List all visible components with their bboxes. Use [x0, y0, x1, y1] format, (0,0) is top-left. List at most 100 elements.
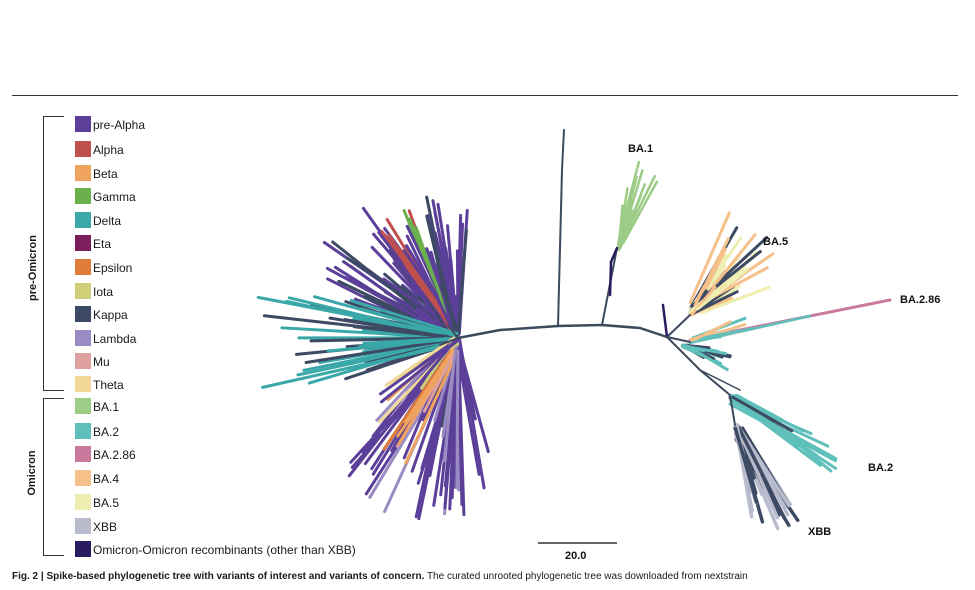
tree-branch	[617, 174, 657, 252]
tree-branch	[693, 237, 730, 307]
tree-branch	[737, 426, 787, 520]
legend-label: pre-Alpha	[93, 118, 146, 132]
legend-label: BA.4	[93, 472, 120, 486]
tree-branch	[342, 260, 447, 334]
recombinant-branch	[661, 303, 669, 339]
legend-swatch	[75, 116, 91, 132]
tree-backbone-segment	[557, 129, 565, 327]
omicron-bracket	[43, 398, 64, 556]
tree-branch	[734, 393, 784, 422]
clade-label-ba2: BA.2	[868, 462, 893, 474]
legend-swatch	[75, 446, 91, 462]
caption-title: Fig. 2 | Spike-based phylogenetic tree w…	[12, 571, 425, 582]
tree-branch	[692, 320, 732, 342]
backbone-left	[447, 324, 459, 339]
legend-label: Epsilon	[93, 261, 133, 275]
backbone-ba286	[666, 336, 691, 343]
tree-branch	[456, 228, 468, 336]
tree-branch	[380, 230, 450, 340]
tree-branch	[326, 338, 447, 353]
tree-branch	[696, 267, 750, 311]
legend-swatch	[75, 494, 91, 510]
tree-branch	[380, 230, 453, 325]
backbone-ba5	[666, 314, 691, 338]
tree-branch	[618, 200, 633, 248]
legend-label: Beta	[93, 167, 118, 181]
legend-label: XBB	[93, 520, 118, 534]
tree-branch	[403, 340, 460, 425]
tree-branch	[384, 336, 456, 387]
tree-branch	[685, 344, 729, 372]
tree-branch	[458, 346, 490, 454]
tree-branch	[439, 284, 460, 334]
tree-branch	[688, 211, 731, 305]
tree-branch	[349, 299, 459, 336]
tree-backbone-segment	[456, 323, 669, 340]
legend-swatch	[75, 188, 91, 204]
backbone-twig	[699, 369, 741, 391]
legend-label: BA.2	[93, 425, 120, 439]
tree-branch	[683, 344, 727, 355]
tree-branch	[443, 350, 460, 488]
tree-branch	[405, 234, 453, 328]
tree-branch	[280, 326, 434, 339]
clade-label-xbb: XBB	[808, 526, 831, 538]
legend-swatch	[75, 283, 91, 299]
tree-branch	[700, 285, 771, 315]
tree-branch	[733, 426, 759, 504]
tree-branch	[737, 430, 780, 520]
tree-branch	[692, 290, 739, 315]
legend-swatch	[75, 235, 91, 251]
caption-text: The curated unrooted phylogenetic tree w…	[424, 571, 748, 582]
figure-caption: Fig. 2 | Spike-based phylogenetic tree w…	[12, 570, 972, 583]
legend-label: Alpha	[93, 143, 124, 157]
legend-label: Mu	[93, 355, 110, 369]
tree-branch	[457, 356, 481, 476]
tree-branch	[304, 337, 460, 365]
tree-branch	[380, 339, 459, 404]
backbone-left	[439, 337, 459, 346]
legend-label: Delta	[93, 214, 122, 228]
tree-backbone	[439, 129, 741, 426]
legend-swatch	[75, 376, 91, 392]
legend-swatch	[75, 141, 91, 157]
clade-label-ba286: BA.2.86	[900, 294, 940, 306]
legend-swatch	[75, 470, 91, 486]
tree-branch	[343, 318, 444, 338]
tree-branch	[690, 250, 762, 308]
tree-branch	[362, 337, 452, 345]
tree-branch	[359, 307, 457, 338]
tree-branch	[456, 347, 472, 413]
legend-swatch	[75, 212, 91, 228]
tree-branch	[284, 299, 440, 336]
legend-label: BA.1	[93, 400, 120, 414]
legend-label: Gamma	[93, 190, 136, 204]
legend-swatch	[75, 306, 91, 322]
legend-swatch	[75, 518, 91, 534]
legend-label: Kappa	[93, 308, 128, 322]
legend-swatch	[75, 353, 91, 369]
recombinant-branch	[608, 260, 613, 297]
tree-backbone-segment	[666, 336, 736, 426]
legend-label: Theta	[93, 378, 124, 392]
legend-label: Omicron-Omicron recombinants (other than…	[93, 543, 356, 557]
tree-branch	[404, 353, 458, 465]
clade-label-ba5: BA.5	[763, 236, 788, 248]
legend-label: Eta	[93, 237, 112, 251]
legend-label: BA.2.86	[93, 448, 136, 462]
legend-swatch	[75, 259, 91, 275]
pre-omicron-bracket	[43, 116, 64, 391]
tree-branch	[690, 285, 717, 317]
tree-branch	[422, 345, 459, 413]
scale-bar-label: 20.0	[565, 550, 586, 562]
tree-branch	[261, 342, 458, 389]
legend-swatch	[75, 398, 91, 414]
tree-branch	[441, 344, 458, 438]
legend-label: Iota	[93, 285, 114, 299]
tree-branch	[309, 336, 445, 343]
legend-label: Lambda	[93, 332, 137, 346]
tree-branch	[692, 335, 722, 342]
clade-label-ba1: BA.1	[628, 143, 653, 155]
legend-swatch	[75, 165, 91, 181]
